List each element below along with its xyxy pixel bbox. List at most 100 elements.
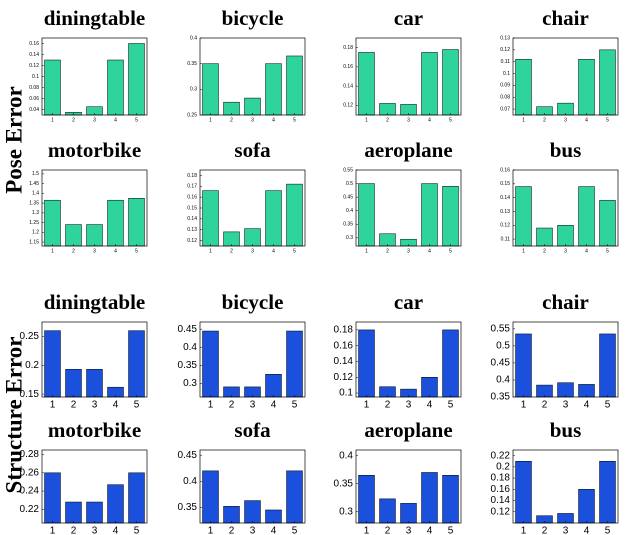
y-tick-label: 0.13 xyxy=(500,209,510,215)
bar xyxy=(107,484,124,524)
x-tick-label: 2 xyxy=(229,400,235,411)
y-tick-label: 0.15 xyxy=(20,389,40,400)
x-tick-label: 3 xyxy=(564,248,567,254)
chart-title: car xyxy=(394,290,423,314)
y-tick-label: 1.45 xyxy=(29,181,39,187)
chart-title: chair xyxy=(542,6,589,30)
bar xyxy=(107,199,124,247)
y-tick-label: 0.4 xyxy=(339,450,353,461)
x-tick-label: 5 xyxy=(292,526,298,535)
axes-frame xyxy=(41,37,148,116)
y-tick-label: 0.2 xyxy=(496,461,510,472)
x-tick-label: 4 xyxy=(584,400,590,411)
y-tick-label: 0.14 xyxy=(29,52,39,58)
y-tick-label: 0.35 xyxy=(178,502,198,513)
bar xyxy=(379,498,396,524)
x-tick-label: 1 xyxy=(522,248,525,254)
y-tick-label: 0.14 xyxy=(334,356,354,367)
y-tick-label: 0.1 xyxy=(503,71,510,77)
x-tick-label: 1 xyxy=(51,117,54,123)
x-tick-label: 5 xyxy=(448,400,454,411)
bar xyxy=(86,501,103,524)
axes-frame xyxy=(512,169,619,247)
chart-title: car xyxy=(394,6,423,30)
bar xyxy=(442,49,459,116)
x-tick-label: 4 xyxy=(585,117,588,123)
x-tick-label: 5 xyxy=(449,248,452,254)
x-tick-label: 3 xyxy=(564,117,567,123)
row-label: Structure Error xyxy=(1,337,26,494)
bar xyxy=(358,52,375,116)
bar xyxy=(265,63,282,116)
x-tick-label: 1 xyxy=(209,248,212,254)
y-tick-label: 0.18 xyxy=(343,45,353,51)
x-tick-label: 3 xyxy=(406,526,412,535)
x-tick-label: 5 xyxy=(134,400,140,411)
y-tick-label: 0.08 xyxy=(29,85,39,91)
chart-title: diningtable xyxy=(44,6,146,30)
y-tick-label: 1.3 xyxy=(32,210,39,216)
x-tick-label: 1 xyxy=(365,248,368,254)
y-tick-label: 0.26 xyxy=(20,467,40,478)
bar xyxy=(599,333,616,398)
bar xyxy=(557,382,574,398)
bar xyxy=(515,59,532,116)
x-tick-label: 2 xyxy=(543,248,546,254)
x-tick-label: 4 xyxy=(271,526,277,535)
y-tick-label: 0.45 xyxy=(178,324,198,335)
y-tick-label: 0.35 xyxy=(187,61,197,67)
y-tick-label: 0.3 xyxy=(183,378,197,389)
x-tick-label: 3 xyxy=(407,248,410,254)
y-tick-label: 0.14 xyxy=(343,83,353,89)
bar xyxy=(223,506,240,524)
bar xyxy=(442,475,459,524)
bar xyxy=(578,489,595,524)
y-tick-label: 0.14 xyxy=(187,216,197,222)
x-tick-label: 1 xyxy=(522,117,525,123)
bar xyxy=(202,190,219,247)
y-tick-label: 0.18 xyxy=(334,325,354,336)
bar xyxy=(44,472,61,524)
bar xyxy=(599,200,616,247)
bar xyxy=(358,183,375,247)
bar xyxy=(44,330,61,398)
axes-frame xyxy=(41,449,148,524)
bar xyxy=(442,329,459,398)
chart-title: sofa xyxy=(234,418,271,442)
y-tick-label: 1.35 xyxy=(29,200,39,206)
x-tick-label: 5 xyxy=(606,248,609,254)
chart-title: aeroplane xyxy=(364,138,452,162)
y-tick-label: 0.24 xyxy=(20,486,40,497)
y-tick-label: 0.1 xyxy=(339,388,353,399)
bar xyxy=(286,470,303,524)
x-tick-label: 1 xyxy=(50,526,56,535)
x-tick-label: 5 xyxy=(293,117,296,123)
x-tick-label: 4 xyxy=(114,117,117,123)
x-tick-label: 5 xyxy=(135,248,138,254)
chart-title: bicycle xyxy=(222,290,284,314)
x-tick-label: 4 xyxy=(113,400,119,411)
x-tick-label: 5 xyxy=(135,117,138,123)
y-tick-label: 0.16 xyxy=(491,484,511,495)
y-tick-label: 0.12 xyxy=(29,63,39,69)
chart-title: motorbike xyxy=(48,418,141,442)
y-tick-label: 0.16 xyxy=(500,167,510,173)
y-tick-label: 0.4 xyxy=(183,476,197,487)
bar xyxy=(65,224,82,247)
y-tick-label: 0.17 xyxy=(187,184,197,190)
y-tick-label: 0.14 xyxy=(491,495,511,506)
y-tick-label: 1.15 xyxy=(29,239,39,245)
y-tick-label: 1.5 xyxy=(32,171,39,177)
y-tick-label: 0.15 xyxy=(187,205,197,211)
x-tick-label: 5 xyxy=(605,400,611,411)
x-tick-label: 1 xyxy=(365,117,368,123)
y-tick-label: 0.16 xyxy=(343,64,353,70)
x-tick-label: 1 xyxy=(521,526,527,535)
x-tick-label: 1 xyxy=(208,400,214,411)
bar xyxy=(578,59,595,116)
y-tick-label: 0.22 xyxy=(491,450,511,461)
y-tick-label: 0.12 xyxy=(491,506,511,517)
y-tick-label: 0.13 xyxy=(187,227,197,233)
bar xyxy=(86,224,103,247)
x-tick-label: 2 xyxy=(72,117,75,123)
